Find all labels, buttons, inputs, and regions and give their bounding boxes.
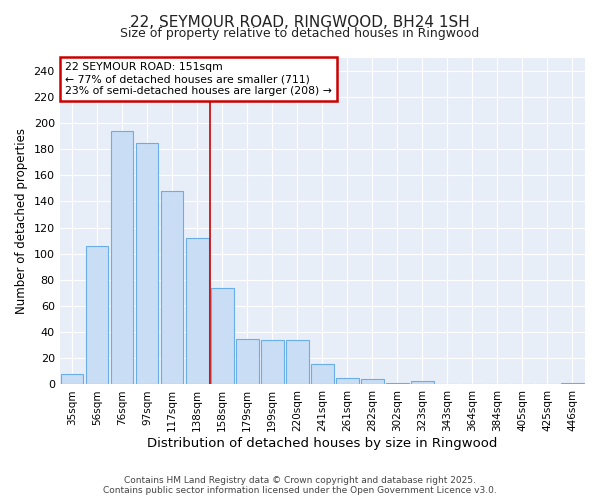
Bar — [111, 130, 133, 384]
Text: 22, SEYMOUR ROAD, RINGWOOD, BH24 1SH: 22, SEYMOUR ROAD, RINGWOOD, BH24 1SH — [130, 15, 470, 30]
Bar — [311, 364, 334, 384]
Y-axis label: Number of detached properties: Number of detached properties — [15, 128, 28, 314]
Bar — [386, 383, 409, 384]
Bar — [286, 340, 308, 384]
Bar — [561, 383, 584, 384]
Text: Size of property relative to detached houses in Ringwood: Size of property relative to detached ho… — [121, 28, 479, 40]
Bar — [61, 374, 83, 384]
Bar — [361, 379, 383, 384]
Bar — [336, 378, 359, 384]
Bar — [136, 142, 158, 384]
Bar — [236, 338, 259, 384]
Bar — [261, 340, 284, 384]
X-axis label: Distribution of detached houses by size in Ringwood: Distribution of detached houses by size … — [147, 437, 497, 450]
Bar — [86, 246, 109, 384]
Bar — [411, 380, 434, 384]
Bar — [186, 238, 209, 384]
Bar — [211, 288, 233, 384]
Text: Contains HM Land Registry data © Crown copyright and database right 2025.
Contai: Contains HM Land Registry data © Crown c… — [103, 476, 497, 495]
Text: 22 SEYMOUR ROAD: 151sqm
← 77% of detached houses are smaller (711)
23% of semi-d: 22 SEYMOUR ROAD: 151sqm ← 77% of detache… — [65, 62, 332, 96]
Bar — [161, 191, 184, 384]
